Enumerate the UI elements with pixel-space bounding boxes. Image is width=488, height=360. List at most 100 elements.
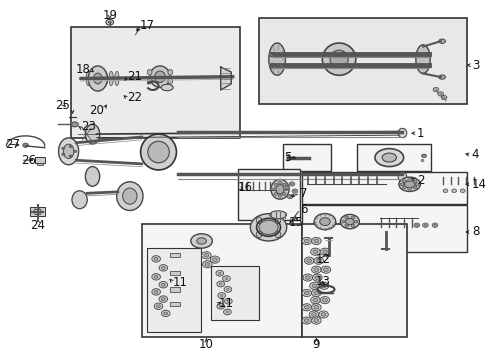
Circle shape bbox=[61, 153, 64, 155]
Circle shape bbox=[311, 284, 316, 288]
Text: 26: 26 bbox=[21, 154, 36, 167]
Text: 25: 25 bbox=[55, 99, 70, 112]
Circle shape bbox=[305, 276, 309, 279]
Circle shape bbox=[154, 257, 158, 260]
Text: 20: 20 bbox=[88, 104, 103, 117]
Circle shape bbox=[459, 189, 464, 193]
Ellipse shape bbox=[161, 84, 173, 91]
Circle shape bbox=[284, 186, 287, 189]
Circle shape bbox=[309, 282, 319, 289]
Circle shape bbox=[313, 239, 318, 243]
Circle shape bbox=[74, 150, 77, 152]
Ellipse shape bbox=[92, 71, 96, 86]
Circle shape bbox=[308, 311, 318, 318]
Circle shape bbox=[304, 239, 308, 243]
Bar bbox=[302, 205, 466, 252]
Circle shape bbox=[313, 291, 318, 295]
Circle shape bbox=[290, 183, 293, 185]
Circle shape bbox=[225, 311, 228, 313]
Circle shape bbox=[302, 289, 311, 297]
Bar bbox=[356, 144, 430, 171]
Ellipse shape bbox=[115, 71, 119, 86]
Text: 21: 21 bbox=[127, 69, 142, 82]
Circle shape bbox=[412, 186, 416, 189]
Bar bbox=[142, 224, 302, 337]
Circle shape bbox=[306, 259, 311, 262]
Circle shape bbox=[283, 185, 288, 190]
Circle shape bbox=[318, 311, 327, 318]
Circle shape bbox=[420, 159, 423, 162]
Circle shape bbox=[304, 257, 313, 264]
Ellipse shape bbox=[190, 234, 212, 248]
Circle shape bbox=[302, 237, 311, 244]
Circle shape bbox=[353, 220, 357, 223]
Circle shape bbox=[316, 259, 321, 262]
Ellipse shape bbox=[85, 167, 100, 186]
Circle shape bbox=[108, 21, 111, 23]
Circle shape bbox=[310, 248, 320, 255]
Circle shape bbox=[311, 289, 321, 297]
Ellipse shape bbox=[397, 129, 406, 138]
Ellipse shape bbox=[141, 134, 176, 170]
Ellipse shape bbox=[85, 124, 100, 144]
Circle shape bbox=[314, 276, 319, 279]
Circle shape bbox=[442, 189, 447, 193]
Circle shape bbox=[399, 183, 403, 186]
Ellipse shape bbox=[150, 66, 170, 87]
Ellipse shape bbox=[117, 182, 142, 211]
Circle shape bbox=[322, 298, 326, 302]
Ellipse shape bbox=[268, 43, 285, 75]
Ellipse shape bbox=[167, 69, 172, 75]
Circle shape bbox=[293, 190, 296, 192]
Text: 5: 5 bbox=[283, 151, 291, 164]
Text: 16: 16 bbox=[238, 181, 252, 194]
Circle shape bbox=[152, 256, 160, 262]
Text: 11: 11 bbox=[218, 297, 233, 310]
Bar bbox=[71, 27, 239, 138]
Ellipse shape bbox=[275, 185, 284, 194]
Circle shape bbox=[321, 266, 330, 273]
Circle shape bbox=[163, 312, 167, 315]
Bar bbox=[35, 157, 44, 163]
Circle shape bbox=[217, 303, 224, 309]
Circle shape bbox=[407, 179, 411, 181]
Ellipse shape bbox=[374, 149, 403, 167]
Circle shape bbox=[154, 275, 158, 278]
Circle shape bbox=[210, 256, 219, 263]
Ellipse shape bbox=[398, 177, 420, 192]
Circle shape bbox=[159, 265, 167, 271]
Ellipse shape bbox=[275, 217, 280, 224]
Text: 10: 10 bbox=[199, 338, 213, 351]
Ellipse shape bbox=[415, 45, 429, 73]
Text: 4: 4 bbox=[471, 148, 478, 161]
Circle shape bbox=[311, 237, 321, 244]
Circle shape bbox=[311, 266, 321, 273]
Text: 24: 24 bbox=[30, 219, 45, 233]
Ellipse shape bbox=[147, 69, 152, 75]
Circle shape bbox=[278, 181, 282, 184]
Circle shape bbox=[156, 305, 160, 308]
Circle shape bbox=[161, 266, 165, 269]
Circle shape bbox=[259, 220, 278, 234]
Text: 14: 14 bbox=[471, 178, 486, 191]
Ellipse shape bbox=[86, 71, 90, 86]
Ellipse shape bbox=[63, 144, 74, 158]
Circle shape bbox=[312, 250, 317, 253]
Circle shape bbox=[159, 282, 167, 288]
Circle shape bbox=[219, 305, 222, 307]
Circle shape bbox=[283, 188, 287, 191]
Bar bbox=[147, 248, 200, 332]
Circle shape bbox=[431, 223, 437, 227]
Circle shape bbox=[217, 281, 224, 287]
Bar bbox=[169, 302, 180, 306]
Circle shape bbox=[311, 317, 321, 324]
Text: 17: 17 bbox=[139, 19, 154, 32]
Bar bbox=[30, 207, 44, 216]
Text: 23: 23 bbox=[81, 121, 96, 134]
Text: 9: 9 bbox=[312, 338, 320, 351]
Circle shape bbox=[250, 214, 286, 241]
Circle shape bbox=[344, 224, 348, 227]
Text: 3: 3 bbox=[471, 59, 478, 72]
Circle shape bbox=[323, 268, 327, 271]
Circle shape bbox=[219, 283, 222, 285]
